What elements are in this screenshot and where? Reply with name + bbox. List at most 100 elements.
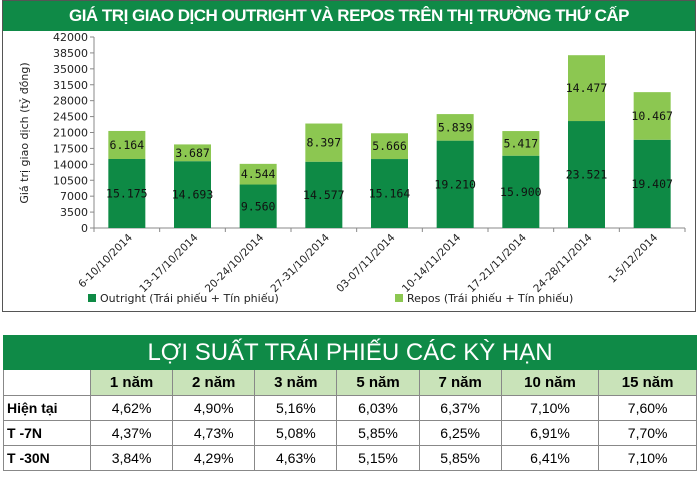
data-label: 19.210 xyxy=(434,177,476,191)
table-cell: 7,60% xyxy=(598,395,697,421)
chart-title: GIÁ TRỊ GIAO DỊCH OUTRIGHT VÀ REPOS TRÊN… xyxy=(3,1,695,31)
x-tick-label: 1-5/12/2014 xyxy=(606,231,660,285)
table-cell: 5,16% xyxy=(254,395,338,421)
column-header: 2 năm xyxy=(172,369,256,396)
row-label: T -30N xyxy=(3,445,91,471)
legend-label: Outright (Trái phiếu + Tín phiếu) xyxy=(100,292,279,305)
table-cell: 5,85% xyxy=(336,420,420,446)
legend-swatch xyxy=(88,294,96,302)
table-cell: 7,10% xyxy=(598,445,697,471)
y-axis-title: Giá trị giao dịch (tỷ đồng) xyxy=(18,62,31,203)
table-row: T -7N 4,37% 4,73% 5,08% 5,85% 6,25% 6,91% 7,70% xyxy=(3,420,697,446)
outright-bar xyxy=(305,161,343,228)
table-cell: 7,10% xyxy=(500,395,600,421)
outright-bar xyxy=(174,161,211,228)
x-tick-label: 27-31/10/2014 xyxy=(269,231,333,295)
table-cell: 5,15% xyxy=(336,445,420,471)
table-cell: 4,29% xyxy=(172,445,256,471)
table-row: T -30N 3,84% 4,29% 4,63% 5,15% 5,85% 6,41% 7,10… xyxy=(3,445,697,471)
bond-yield-table: LỢI SUẤT TRÁI PHIẾU CÁC KỲ HẠN 1 năm 2 năm… xyxy=(3,335,697,471)
y-tick-label: 35000 xyxy=(53,63,88,76)
repos-bar xyxy=(239,163,277,185)
y-tick-label: 14000 xyxy=(53,158,88,171)
x-tick-label: 24-28/11/2014 xyxy=(531,231,595,295)
outright-bar xyxy=(108,158,146,228)
data-label: 15.175 xyxy=(106,186,148,200)
x-tick-label: 17-21/11/2014 xyxy=(466,231,530,295)
data-label: 3.687 xyxy=(175,146,210,160)
y-tick-label: 17500 xyxy=(53,142,88,155)
data-label: 19.407 xyxy=(631,177,673,191)
y-tick-label: 24500 xyxy=(53,111,88,124)
table-cell: 6,25% xyxy=(418,420,502,446)
x-tick-label: 6-10/10/2014 xyxy=(76,231,135,290)
table-cell: 6,91% xyxy=(500,420,600,446)
data-label: 4.544 xyxy=(241,167,276,181)
y-tick-label: 21000 xyxy=(53,127,88,140)
y-tick-label: 0 xyxy=(81,222,88,235)
repos-bar xyxy=(502,131,540,156)
table-cell: 6,41% xyxy=(500,445,600,471)
table-cell: 6,03% xyxy=(336,395,420,421)
row-label: T -7N xyxy=(3,420,91,446)
data-label: 5.417 xyxy=(504,136,539,150)
table-cell: 5,85% xyxy=(418,445,502,471)
table-cell: 4,37% xyxy=(89,420,174,446)
outright-bar xyxy=(502,155,540,228)
y-tick-label: 7000 xyxy=(60,190,88,203)
legend-swatch xyxy=(395,294,403,302)
outright-bar xyxy=(633,139,671,228)
repos-bar xyxy=(371,133,408,160)
y-tick-label: 42000 xyxy=(53,31,88,44)
table-cell: 6,37% xyxy=(418,395,502,421)
y-tick-label: 3500 xyxy=(60,206,88,219)
table-cell: 4,90% xyxy=(172,395,256,421)
table-cell: 7,70% xyxy=(598,420,697,446)
x-tick-label: 20-24/10/2014 xyxy=(203,231,267,295)
data-label: 6.164 xyxy=(110,138,145,152)
data-label: 8.397 xyxy=(307,136,342,150)
data-label: 15.164 xyxy=(369,187,411,201)
x-tick-label: 10-14/11/2014 xyxy=(400,231,464,295)
column-header: 1 năm xyxy=(89,369,174,396)
table-cell: 3,84% xyxy=(89,445,174,471)
data-label: 5.839 xyxy=(438,120,473,134)
outright-bar xyxy=(239,184,277,228)
repos-bar xyxy=(436,114,474,141)
table-cell: 4,63% xyxy=(254,445,338,471)
column-header: 7 năm xyxy=(418,369,502,396)
x-tick-label: 03-07/11/2014 xyxy=(334,231,398,295)
data-label: 14.577 xyxy=(303,188,345,202)
column-header xyxy=(3,369,91,396)
repos-bar xyxy=(305,123,343,162)
row-label: Hiện tại xyxy=(3,395,91,421)
column-header: 10 năm xyxy=(500,369,600,396)
legend-label: Repos (Trái phiếu + Tín phiếu) xyxy=(407,292,573,305)
y-tick-label: 38500 xyxy=(53,47,88,60)
repos-bar xyxy=(174,144,211,162)
outright-bar xyxy=(371,159,408,228)
repos-bar xyxy=(568,55,605,122)
table-cell: 4,62% xyxy=(89,395,174,421)
column-header: 5 năm xyxy=(336,369,420,396)
column-header: 3 năm xyxy=(254,369,338,396)
chart-panel: GIÁ TRỊ GIAO DỊCH OUTRIGHT VÀ REPOS TRÊN… xyxy=(2,0,696,312)
table-title: LỢI SUẤT TRÁI PHIẾU CÁC KỲ HẠN xyxy=(3,335,697,370)
data-label: 9.560 xyxy=(241,199,276,213)
data-label: 23.521 xyxy=(566,168,608,182)
table-cell: 5,08% xyxy=(254,420,338,446)
data-label: 15.900 xyxy=(500,185,542,199)
y-tick-label: 28000 xyxy=(53,95,88,108)
table-cell: 4,73% xyxy=(172,420,256,446)
y-tick-label: 31500 xyxy=(53,79,88,92)
y-tick-label: 10500 xyxy=(53,174,88,187)
column-header: 15 năm xyxy=(598,369,697,396)
data-label: 14.693 xyxy=(172,188,214,202)
outright-bar xyxy=(436,140,474,228)
data-label: 5.666 xyxy=(372,139,407,153)
repos-bar xyxy=(108,130,146,159)
repos-bar xyxy=(633,92,671,140)
table-row: Hiện tại 4,62% 4,90% 5,16% 6,03% 6,37% 7,10% 7,… xyxy=(3,395,697,421)
x-tick-label: 13-17/10/2014 xyxy=(137,231,201,295)
stacked-bar-chart: 0 3500 7000 10500 14000 17500 21000 24500 28000 3… xyxy=(18,31,686,305)
